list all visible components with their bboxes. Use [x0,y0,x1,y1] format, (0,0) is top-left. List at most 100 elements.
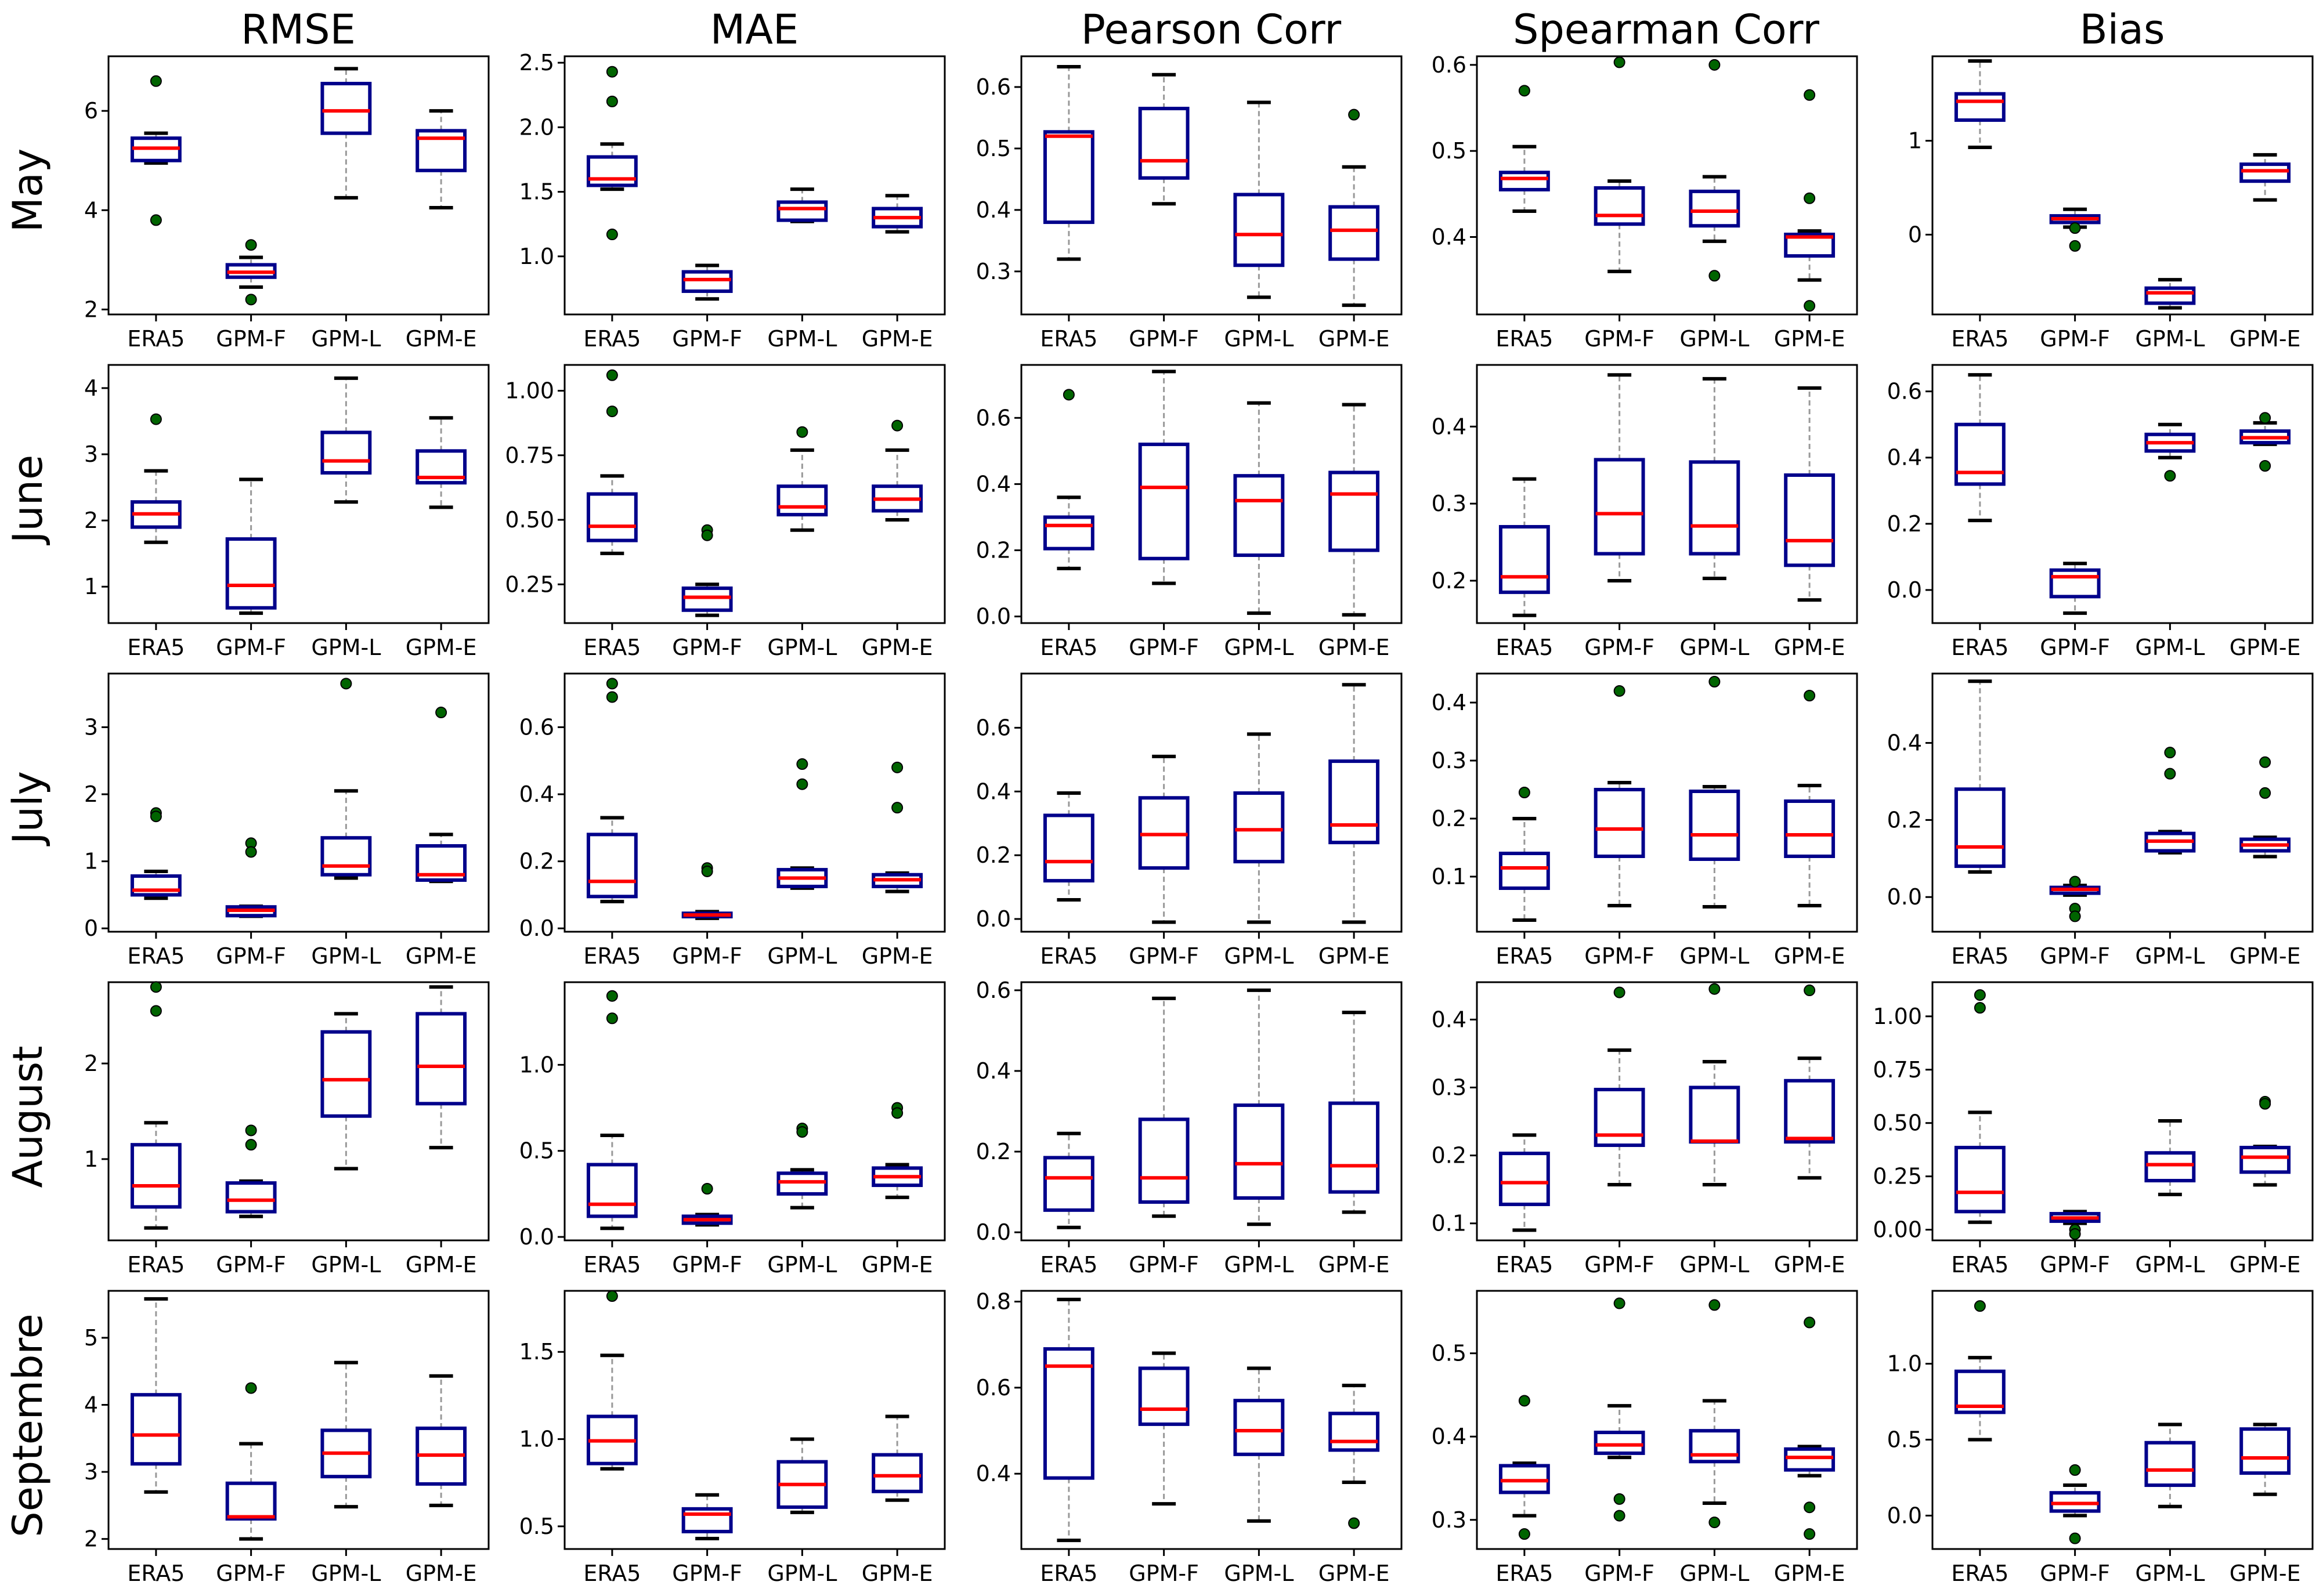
x-tick-label: ERA5 [1040,326,1097,352]
x-tick-label: ERA5 [1495,1252,1553,1277]
box-iqr [586,492,638,542]
box-gpm-e: GPM-E [862,419,933,660]
axes-frame [1020,364,1403,624]
axes-frame [1020,1290,1403,1550]
axes-frame [1931,1290,2314,1550]
x-tick-label: GPM-E [1318,1252,1390,1277]
box-iqr [1689,189,1740,228]
row-labels: May June July August Septembre [4,149,52,1537]
box-iqr [1954,92,2006,122]
box-era5: ERA5 [1495,787,1553,969]
x-tick-label: GPM-E [862,1252,933,1277]
outlier-point [2069,875,2081,888]
x-tick-label: ERA5 [127,1561,185,1586]
box-iqr [2049,568,2101,599]
x-tick-label: GPM-E [1318,635,1390,660]
panel-august-bias: 0.00 0.25 0.50 0.75 1.00 ERA5 GPM-F GPM-L GPM-E [1873,981,2314,1277]
box-iqr [1138,1117,1190,1204]
x-tick-label: GPM-F [1129,1561,1199,1586]
outlier-point [891,1107,904,1119]
box-gpm-l: GPM-L [1679,377,1749,660]
box-gpm-e: GPM-E [862,1102,933,1277]
y-tick-label: 0.4 [1432,1424,1466,1449]
x-tick-label: ERA5 [1951,1252,2008,1277]
x-tick-label: GPM-F [1584,943,1654,969]
box-iqr [1043,515,1094,551]
y-tick-label: 1.0 [519,244,554,269]
outlier-point [2069,222,2081,234]
box-gpm-f: GPM-F [2040,1210,2110,1277]
axes-frame [107,55,490,316]
box-gpm-e: GPM-E [406,707,477,969]
y-tick-label: 2.5 [519,50,554,75]
x-tick-label: GPM-L [1679,326,1749,352]
column-title-spearman-corr: Spearman Corr [1513,6,1819,53]
box-gpm-l: GPM-L [767,1437,837,1586]
x-tick-label: ERA5 [1951,635,2008,660]
box-era5: ERA5 [1040,1131,1097,1277]
y-tick-label: 0.2 [1432,1143,1466,1168]
y-tick-label: 1 [84,1146,98,1172]
panel-july-rmse: 0 1 2 3 ERA5 GPM-F GPM-L GPM-E [84,672,490,969]
y-tick-label: 0.4 [976,197,1011,223]
box-gpm-e: GPM-E [862,194,933,352]
box-gpm-e: GPM-E [1318,403,1390,660]
row-label-august: August [4,1046,52,1188]
outlier-point [245,239,257,251]
box-era5: ERA5 [1951,679,2008,969]
axes-frame [1931,55,2314,316]
axes-frame [563,55,946,316]
outlier-point [2259,460,2271,472]
box-gpm-f: GPM-F [1584,986,1654,1277]
outlier-point [2069,240,2081,252]
x-tick-label: ERA5 [1495,326,1553,352]
x-tick-label: ERA5 [127,326,185,352]
box-gpm-f: GPM-F [672,862,742,969]
outlier-point [2069,910,2081,922]
axes-frame [1020,55,1403,316]
box-iqr [1594,1088,1645,1148]
box-iqr [130,1143,182,1209]
box-iqr [1233,1103,1285,1200]
y-tick-label: 0.4 [1432,1007,1466,1032]
axes-frame [107,672,490,933]
outlier-point [1518,85,1530,97]
box-gpm-f: GPM-F [216,1382,286,1586]
box-gpm-f: GPM-F [1129,996,1199,1277]
outlier-point [606,369,618,381]
box-gpm-f: GPM-F [1584,373,1654,660]
outlier-point [150,75,162,87]
box-gpm-f: GPM-F [1129,73,1199,352]
axes-frame [1476,672,1858,933]
outlier-point [701,529,713,541]
box-iqr [416,1012,467,1106]
box-gpm-l: GPM-L [767,758,837,969]
box-gpm-l: GPM-L [1679,983,1749,1277]
box-iqr [776,484,828,517]
box-era5: ERA5 [1951,373,2008,660]
box-gpm-e: GPM-E [2230,412,2301,660]
x-tick-label: ERA5 [1495,943,1553,969]
x-tick-label: GPM-E [406,943,477,969]
box-iqr [1784,1447,1836,1472]
panel-august-mae: 0.0 0.5 1.0 ERA5 GPM-F GPM-L GPM-E [519,981,946,1277]
y-tick-label: 0.4 [1887,730,1922,756]
box-gpm-f: GPM-F [672,1183,742,1277]
box-gpm-l: GPM-L [1679,1299,1749,1586]
box-iqr [1689,460,1740,556]
outlier-point [1804,192,1816,204]
box-era5: ERA5 [1040,389,1097,660]
axes-frame [1020,672,1403,933]
box-gpm-e: GPM-E [1318,1384,1390,1586]
panel-july-bias: 0.0 0.2 0.4 ERA5 GPM-F GPM-L GPM-E [1887,672,2314,969]
box-gpm-f: GPM-F [2040,875,2110,969]
outlier-point [435,707,447,719]
box-era5: ERA5 [1040,791,1097,969]
outlier-point [150,810,162,823]
outlier-point [1348,108,1360,121]
box-gpm-f: GPM-F [216,477,286,660]
box-era5: ERA5 [583,1290,641,1586]
box-gpm-l: GPM-L [311,678,381,969]
y-tick-label: 3 [84,714,98,740]
box-iqr [1328,1412,1380,1452]
